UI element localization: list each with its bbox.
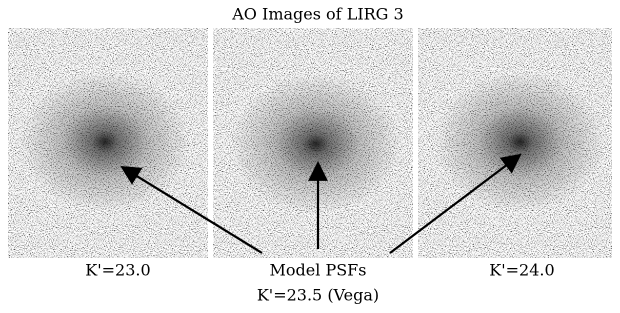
image-panel (8, 28, 208, 258)
panel-label: K'=23.0 (85, 261, 150, 280)
image-panel (418, 28, 612, 258)
figure: AO Images of LIRG 3 K'=23.0 Model PSFs K… (0, 0, 620, 309)
image-panel (213, 28, 413, 258)
panel-label: K'=24.0 (489, 261, 554, 280)
annotation-line: Model PSFs (270, 261, 367, 280)
title: AO Images of LIRG 3 (231, 5, 403, 24)
annotation-line: K'=23.5 (Vega) (257, 286, 379, 305)
